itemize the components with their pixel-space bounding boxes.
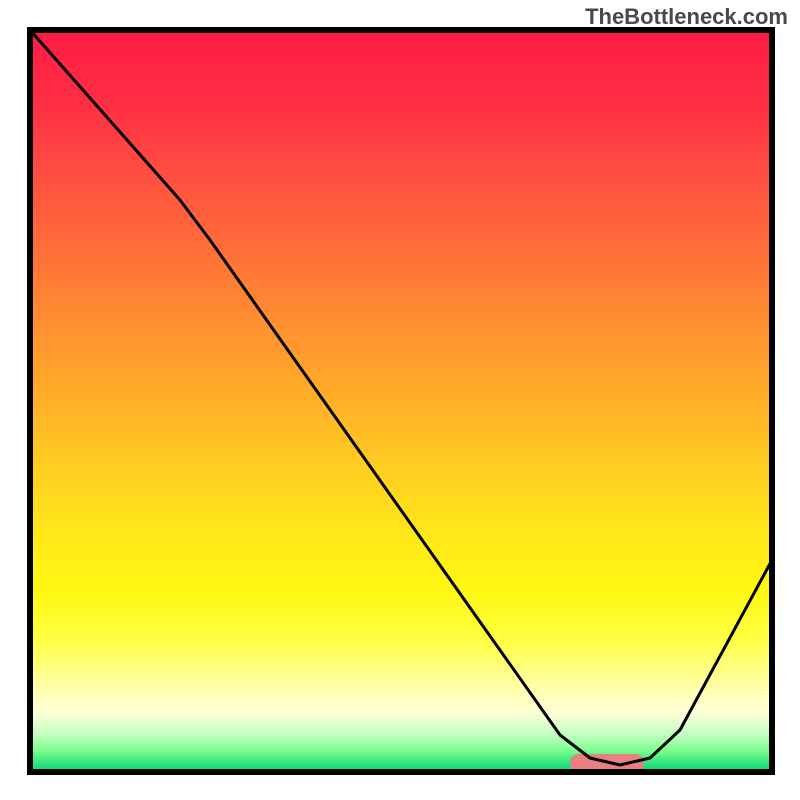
plot-background bbox=[30, 30, 772, 772]
watermark-text: TheBottleneck.com bbox=[585, 4, 788, 30]
chart-container: TheBottleneck.com bbox=[0, 0, 800, 800]
chart-svg bbox=[0, 0, 800, 800]
